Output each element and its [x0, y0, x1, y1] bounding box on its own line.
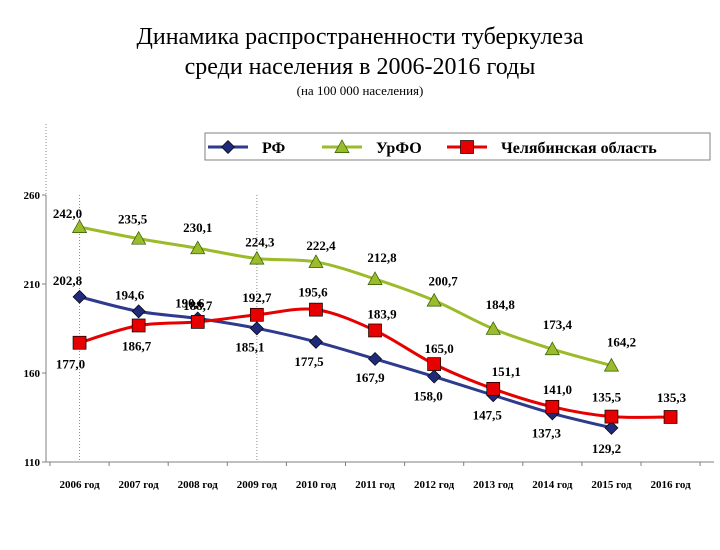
data-label-urfo: 200,7: [429, 274, 459, 289]
data-label-rf: 129,2: [592, 441, 621, 456]
data-point-urfo: [249, 250, 265, 265]
data-point-chelyabinsk: [486, 381, 501, 396]
x-tick-label: 2009 год: [237, 479, 278, 491]
data-label-rf: 137,3: [532, 425, 562, 440]
data-label-chelyabinsk: 151,1: [492, 364, 521, 379]
data-label-chelyabinsk: 135,5: [592, 390, 622, 405]
data-label-urfo: 184,8: [486, 297, 516, 312]
data-point-rf: [72, 289, 87, 304]
data-label-chelyabinsk: 192,7: [242, 290, 272, 305]
data-label-chelyabinsk: 141,0: [543, 382, 572, 397]
data-point-chelyabinsk: [545, 399, 560, 414]
y-tick-label: 210: [24, 279, 41, 291]
data-point-urfo: [426, 292, 442, 307]
x-tick-label: 2007 год: [119, 479, 160, 491]
y-tick-label: 110: [24, 457, 40, 469]
data-label-urfo: 224,3: [245, 235, 275, 250]
data-point-chelyabinsk: [131, 318, 146, 333]
data-point-urfo: [544, 341, 560, 356]
data-label-rf: 194,6: [115, 287, 145, 302]
data-point-chelyabinsk: [427, 357, 441, 371]
data-point-rf: [249, 321, 264, 336]
data-label-chelyabinsk: 165,0: [425, 341, 454, 356]
data-label-rf: 147,5: [473, 407, 503, 422]
legend-label-rf: РФ: [262, 140, 286, 157]
data-label-chelyabinsk: 135,3: [657, 390, 687, 405]
chart-title-line1: Динамика распространенности туберкулеза: [136, 24, 584, 50]
data-label-chelyabinsk: 183,9: [367, 306, 397, 321]
data-point-urfo: [367, 271, 383, 285]
data-point-rf: [427, 369, 442, 384]
data-label-rf: 190,6: [175, 296, 205, 311]
series-line-rf: [79, 295, 612, 430]
data-label-chelyabinsk: 177,0: [56, 357, 85, 372]
data-point-chelyabinsk: [604, 409, 619, 424]
data-point-rf: [604, 420, 619, 435]
y-tick-label: 260: [24, 190, 41, 202]
data-label-rf: 167,9: [355, 370, 385, 385]
data-label-chelyabinsk: 188,7: [183, 298, 213, 313]
legend-label-chelyabinsk: Челябинская область: [501, 140, 657, 157]
x-tick-label: 2016 год: [650, 479, 691, 491]
series-line-urfo: [79, 225, 612, 367]
data-point-chelyabinsk: [368, 323, 382, 338]
x-tick-label: 2008 год: [178, 479, 219, 491]
x-tick-label: 2006 год: [59, 479, 100, 491]
data-label-rf: 202,8: [53, 273, 83, 288]
data-point-rf: [131, 304, 146, 319]
data-label-rf: 158,0: [414, 389, 443, 404]
data-label-chelyabinsk: 186,7: [122, 338, 152, 353]
x-tick-label: 2013 год: [473, 479, 514, 491]
data-point-rf: [368, 351, 383, 366]
data-point-rf: [308, 334, 323, 349]
data-label-urfo: 230,1: [183, 220, 212, 235]
data-label-urfo: 235,5: [118, 212, 148, 227]
legend-marker-chelyabinsk: [460, 140, 474, 154]
x-tick-label: 2011 год: [355, 479, 395, 491]
x-tick-label: 2010 год: [296, 479, 337, 491]
legend-label-urfo: УрФО: [376, 140, 422, 157]
data-point-urfo: [485, 321, 501, 335]
chart-subtitle: (на 100 000 населения): [296, 83, 424, 98]
data-point-chelyabinsk: [663, 410, 678, 424]
data-point-urfo: [190, 240, 206, 255]
data-point-urfo: [603, 357, 620, 372]
legend-marker-rf: [221, 140, 235, 154]
data-point-urfo: [131, 230, 147, 245]
data-label-urfo: 212,8: [367, 250, 397, 265]
data-label-urfo: 222,4: [306, 238, 336, 253]
data-point-chelyabinsk: [250, 307, 264, 322]
data-label-rf: 177,5: [294, 354, 324, 369]
data-point-chelyabinsk: [309, 302, 323, 317]
x-tick-label: 2012 год: [414, 479, 455, 491]
y-tick-label: 160: [24, 368, 41, 380]
data-point-urfo: [71, 219, 88, 233]
data-point-chelyabinsk: [190, 315, 205, 329]
legend-marker-urfo: [334, 139, 350, 153]
data-label-urfo: 173,4: [543, 317, 573, 332]
x-tick-label: 2014 год: [532, 479, 573, 491]
data-label-rf: 185,1: [235, 339, 264, 354]
data-point-chelyabinsk: [72, 335, 87, 350]
data-label-chelyabinsk: 195,6: [298, 285, 328, 300]
chart-title-line2: среди населения в 2006-2016 годы: [184, 54, 536, 80]
data-point-urfo: [308, 254, 324, 268]
data-label-urfo: 164,2: [607, 335, 636, 350]
x-tick-label: 2015 год: [591, 479, 632, 491]
data-label-urfo: 242,0: [53, 206, 82, 221]
